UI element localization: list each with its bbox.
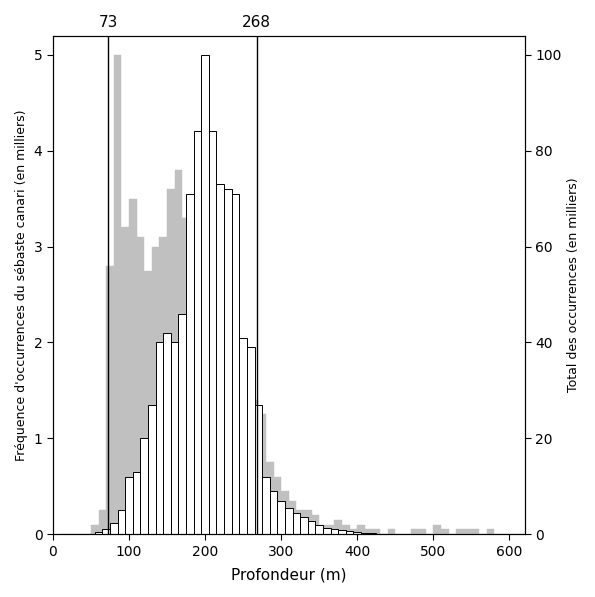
Bar [91, 525, 99, 534]
Y-axis label: Total des occurrences (en milliers): Total des occurrences (en milliers) [567, 177, 580, 392]
Bar [331, 530, 338, 534]
Bar [209, 131, 217, 534]
Bar [471, 530, 479, 534]
Bar [140, 438, 148, 534]
Bar [152, 247, 159, 534]
Bar [114, 55, 121, 534]
Bar [270, 491, 277, 534]
Bar [137, 237, 144, 534]
Bar [239, 338, 247, 534]
Bar [411, 530, 418, 534]
Bar [388, 530, 395, 534]
Y-axis label: Fréquence d'occurrences du sébaste canari (en milliers): Fréquence d'occurrences du sébaste canar… [15, 109, 28, 461]
Bar [255, 405, 262, 534]
Bar [231, 194, 239, 534]
Bar [372, 530, 380, 534]
Bar [129, 199, 137, 534]
Bar [224, 189, 231, 534]
Bar [365, 530, 372, 534]
Bar [285, 509, 293, 534]
Bar [300, 517, 308, 534]
Bar [342, 525, 350, 534]
Bar [296, 510, 304, 534]
Bar [247, 347, 255, 534]
Bar [220, 256, 228, 534]
Bar [338, 530, 346, 534]
Bar [236, 376, 243, 534]
Bar [102, 530, 110, 534]
Bar [167, 189, 174, 534]
Bar [361, 533, 369, 534]
Bar [312, 515, 319, 534]
Bar [99, 510, 106, 534]
Bar [133, 472, 140, 534]
Bar [212, 208, 220, 534]
Bar [418, 530, 426, 534]
Bar [178, 313, 186, 534]
Bar [464, 530, 471, 534]
Bar [186, 194, 193, 534]
Bar [171, 343, 178, 534]
Bar [148, 405, 155, 534]
Bar [201, 55, 209, 534]
Bar [441, 530, 449, 534]
Bar [193, 131, 201, 534]
Bar [106, 266, 114, 534]
Bar [293, 513, 300, 534]
Bar [159, 237, 167, 534]
Bar [304, 510, 312, 534]
Bar [95, 533, 102, 534]
Bar [205, 189, 212, 534]
Bar [346, 531, 353, 534]
Bar [262, 477, 270, 534]
Bar [289, 501, 296, 534]
Bar [182, 218, 190, 534]
Bar [118, 510, 125, 534]
Text: 73: 73 [99, 15, 118, 30]
Text: 268: 268 [242, 15, 271, 30]
Bar [456, 530, 464, 534]
Bar [144, 270, 152, 534]
Bar [323, 528, 331, 534]
Bar [155, 343, 163, 534]
Bar [315, 525, 323, 534]
X-axis label: Profondeur (m): Profondeur (m) [231, 567, 346, 582]
Bar [369, 533, 376, 534]
Bar [274, 477, 281, 534]
Bar [110, 523, 118, 534]
Bar [327, 525, 334, 534]
Bar [277, 501, 285, 534]
Bar [487, 530, 494, 534]
Bar [228, 309, 236, 534]
Bar [174, 170, 182, 534]
Bar [308, 521, 315, 534]
Bar [243, 390, 250, 534]
Bar [198, 208, 205, 534]
Bar [281, 491, 289, 534]
Bar [334, 520, 342, 534]
Bar [266, 462, 274, 534]
Bar [250, 400, 258, 534]
Bar [357, 525, 365, 534]
Bar [433, 525, 441, 534]
Bar [121, 227, 129, 534]
Bar [125, 477, 133, 534]
Bar [353, 533, 361, 534]
Bar [217, 184, 224, 534]
Bar [319, 525, 327, 534]
Bar [190, 232, 198, 534]
Bar [163, 333, 171, 534]
Bar [258, 414, 266, 534]
Bar [350, 530, 357, 534]
